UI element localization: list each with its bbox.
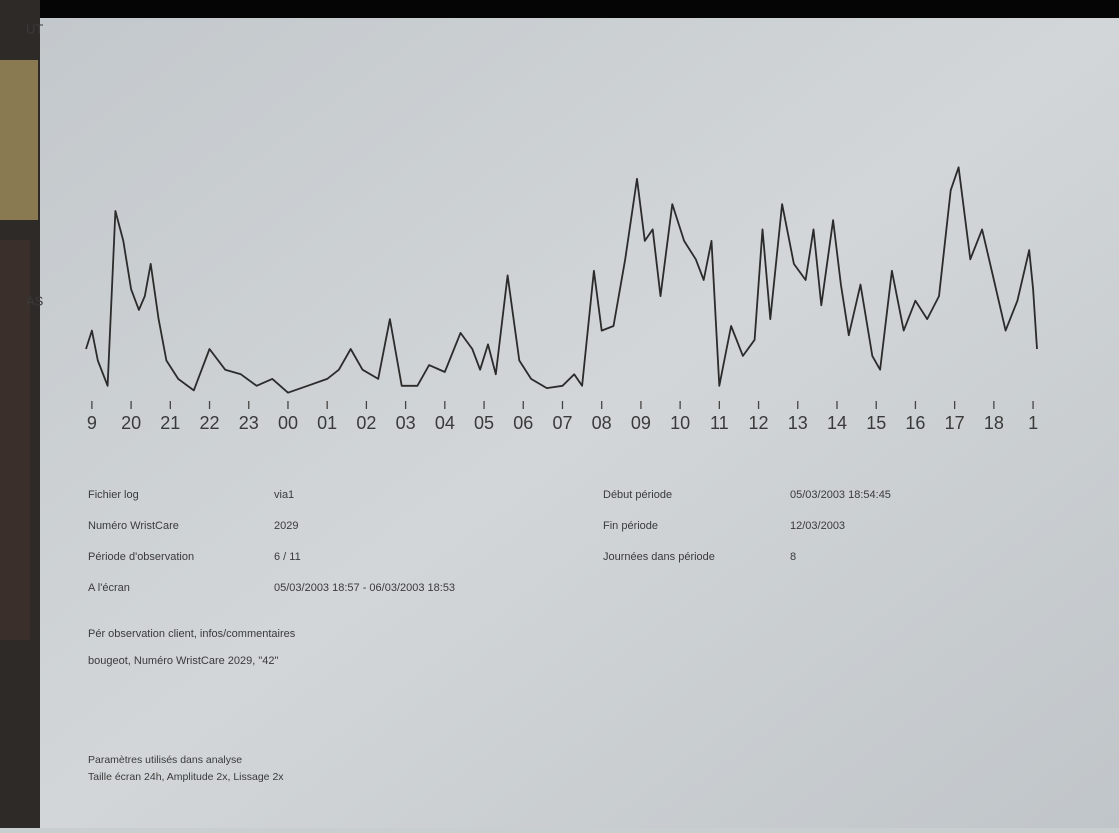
sheet — [40, 18, 1119, 828]
x-tick-label: 16 — [905, 413, 925, 433]
x-tick-label: 03 — [396, 413, 416, 433]
field-label: Numéro WristCare — [88, 520, 179, 532]
x-tick-label: 17 — [945, 413, 965, 433]
field-label: Fin période — [603, 520, 658, 532]
comment: bougeot, Numéro WristCare 2029, "42" — [88, 655, 279, 667]
field-value: 12/03/2003 — [790, 520, 845, 532]
left-object — [0, 60, 38, 220]
x-tick-label: 14 — [827, 413, 847, 433]
x-tick-label: 07 — [552, 413, 572, 433]
x-tick-label: 11 — [710, 413, 729, 433]
x-tick-label: 06 — [513, 413, 533, 433]
side-label: UT — [26, 21, 43, 36]
x-tick-label: 18 — [984, 413, 1004, 433]
x-tick-label: 10 — [670, 413, 690, 433]
x-tick-label: 13 — [788, 413, 808, 433]
activity-line — [85, 166, 1038, 394]
comment: Pér observation client, infos/commentair… — [88, 628, 296, 640]
field-label: A l'écran — [88, 582, 130, 594]
field-value: 6 / 11 — [274, 551, 301, 563]
field-value: 8 — [790, 551, 796, 563]
field-label: Fichier log — [88, 489, 139, 501]
field-value: 2029 — [274, 520, 298, 532]
left-object — [0, 240, 30, 640]
x-tick-label: 1 — [1028, 413, 1038, 433]
top-bar — [0, 0, 1119, 18]
x-tick-label: 05 — [474, 413, 494, 433]
field-label: Période d'observation — [88, 551, 194, 563]
field-label: Début période — [603, 489, 672, 501]
side-label: AS — [26, 293, 44, 308]
footer-text: Paramètres utilisés dans analyse — [88, 754, 242, 766]
footer-text: Taille écran 24h, Amplitude 2x, Lissage … — [88, 771, 284, 783]
x-tick-label: 09 — [631, 413, 651, 433]
x-tick-label: 22 — [200, 413, 220, 433]
x-tick-label: 21 — [160, 413, 180, 433]
field-value: 05/03/2003 18:57 - 06/03/2003 18:53 — [274, 582, 455, 594]
x-tick-label: 20 — [121, 413, 141, 433]
field-value: 05/03/2003 18:54:45 — [790, 489, 891, 501]
x-tick-label: 04 — [435, 413, 455, 433]
x-tick-label: 23 — [239, 413, 259, 433]
x-tick-label: 01 — [317, 413, 337, 433]
field-label: Journées dans période — [603, 551, 715, 563]
x-tick-label: 08 — [592, 413, 612, 433]
x-tick-label: 12 — [749, 413, 769, 433]
x-tick-label: 02 — [356, 413, 376, 433]
x-tick-label: 15 — [866, 413, 886, 433]
x-tick-label: 00 — [278, 413, 298, 433]
field-value: via1 — [274, 489, 294, 501]
x-tick-label: 9 — [87, 413, 97, 433]
